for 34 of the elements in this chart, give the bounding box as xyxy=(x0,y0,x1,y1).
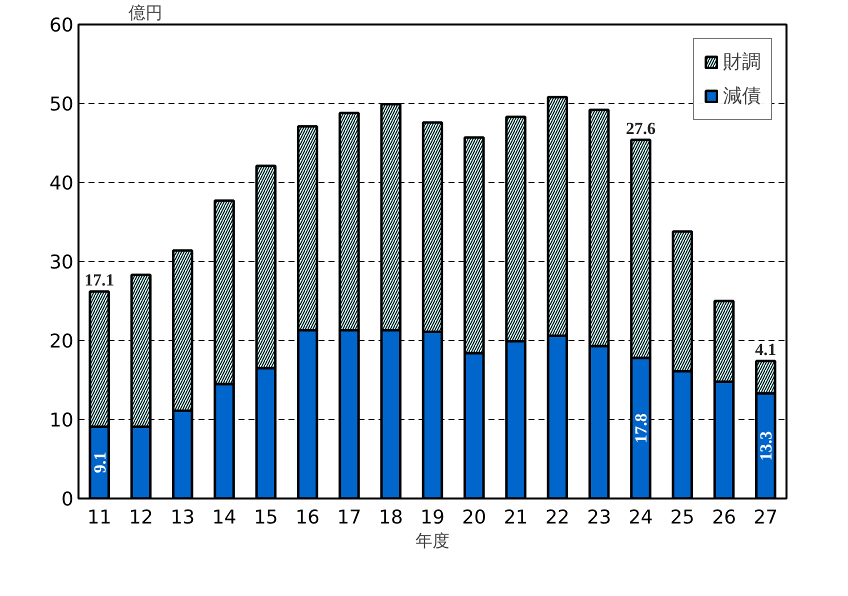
y-axis-title: 億円 xyxy=(128,4,162,24)
x-tick-label: 27 xyxy=(754,506,778,528)
y-tick-label: 60 xyxy=(49,14,74,36)
y-tick-label: 20 xyxy=(49,330,74,352)
legend-label: 財調 xyxy=(723,50,761,75)
y-tick-label: 50 xyxy=(49,94,74,116)
data-label: 27.6 xyxy=(626,118,656,138)
x-tick-label: 15 xyxy=(254,506,278,528)
x-tick-label: 24 xyxy=(628,506,653,528)
x-tick-label: 19 xyxy=(420,506,445,528)
x-tick-label: 13 xyxy=(170,506,195,528)
data-label: 4.1 xyxy=(755,340,776,360)
y-tick-label: 0 xyxy=(61,488,74,510)
x-tick-label: 23 xyxy=(587,506,612,528)
legend-label: 減債 xyxy=(723,84,761,109)
x-tick-label: 12 xyxy=(128,506,154,528)
x-tick-label: 17 xyxy=(337,506,362,528)
data-label: 9.1 xyxy=(90,452,110,474)
x-tick-label: 26 xyxy=(712,506,736,528)
data-label: 17.8 xyxy=(632,413,651,444)
x-tick-label: 11 xyxy=(87,506,112,528)
x-tick-label: 25 xyxy=(670,506,694,528)
y-tick-label: 10 xyxy=(49,410,74,432)
x-tick-label: 14 xyxy=(212,506,236,528)
x-tick-label: 16 xyxy=(295,506,320,528)
y-tick-label: 30 xyxy=(49,252,74,274)
x-tick-label: 20 xyxy=(462,506,486,528)
x-tick-label: 18 xyxy=(378,506,403,528)
x-tick-label: 21 xyxy=(504,506,528,528)
x-axis-title: 年度 xyxy=(416,532,450,552)
data-label: 17.1 xyxy=(84,270,114,290)
y-tick-label: 40 xyxy=(49,172,74,194)
data-label: 13.3 xyxy=(756,431,776,461)
x-tick-label: 22 xyxy=(545,506,570,528)
